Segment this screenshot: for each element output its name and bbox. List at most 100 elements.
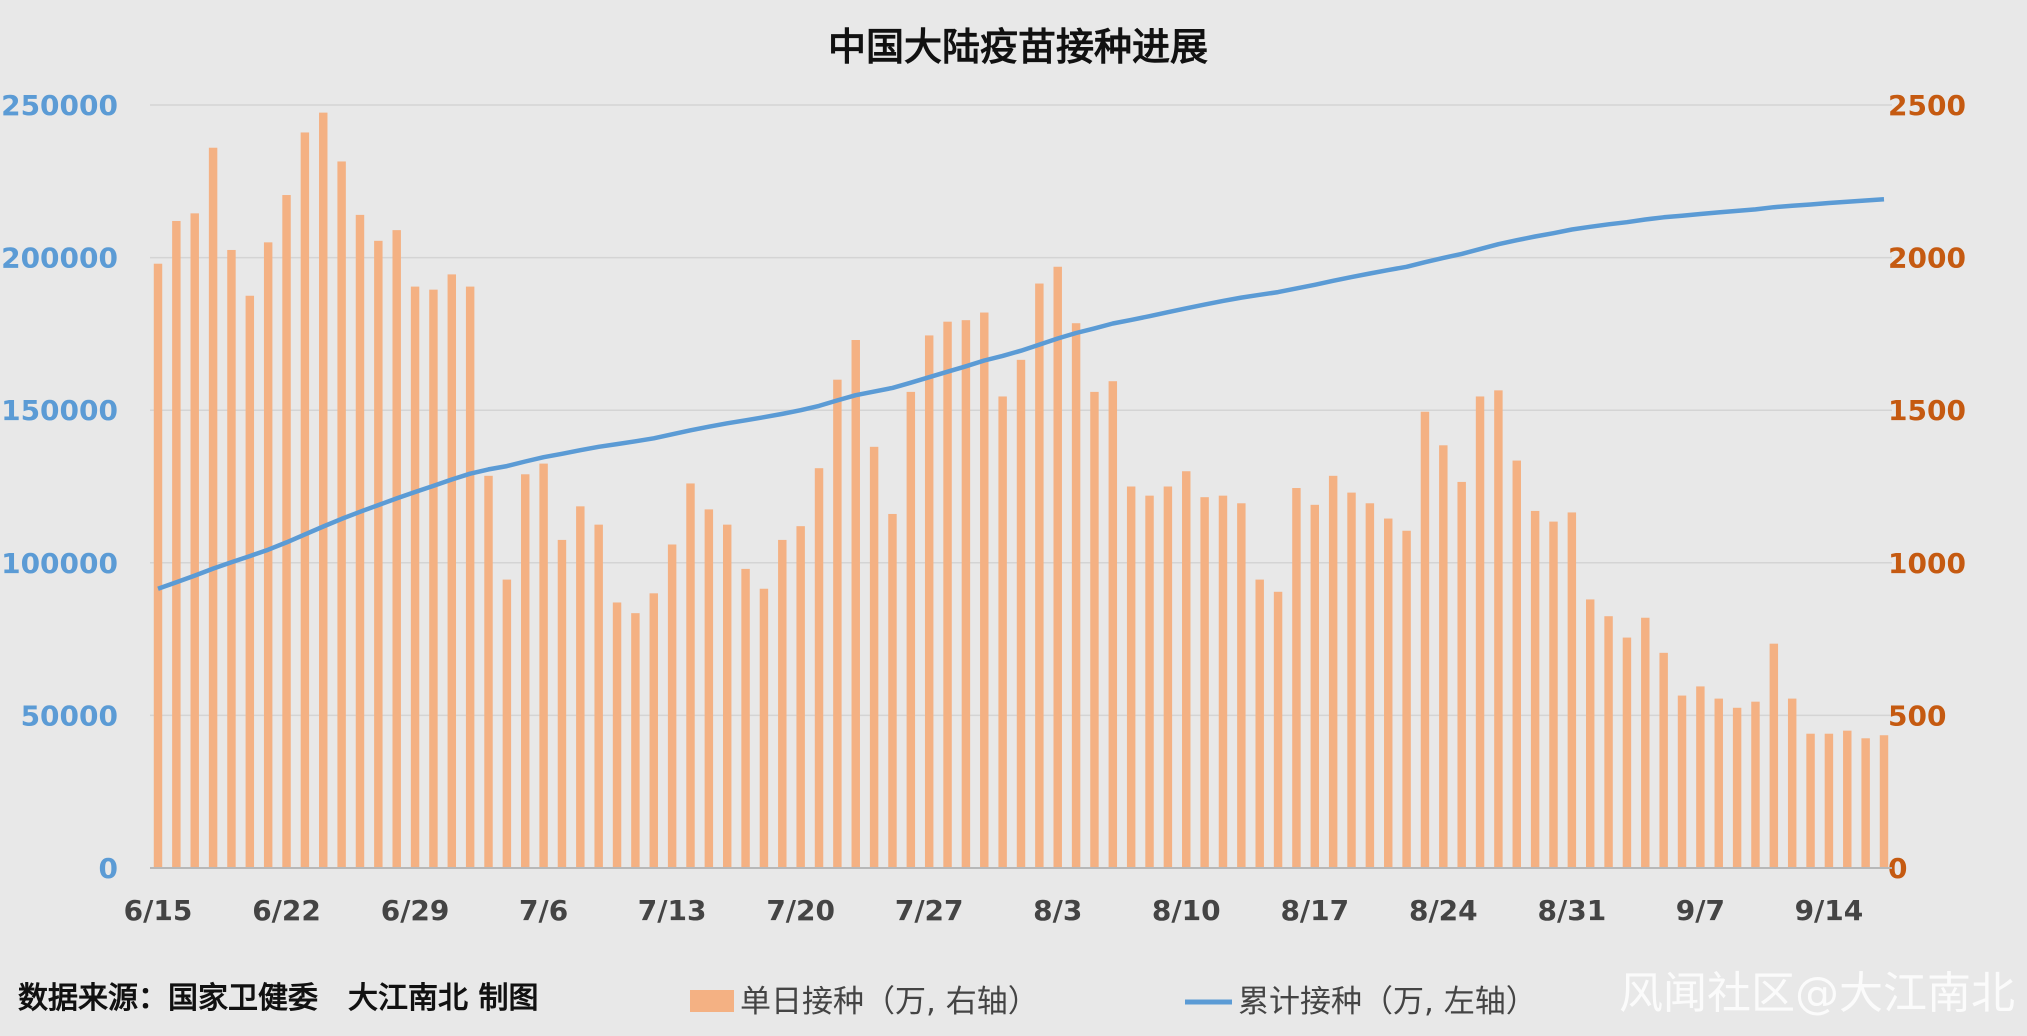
bar — [539, 463, 548, 868]
bar — [355, 214, 365, 868]
bar — [484, 475, 493, 868]
x-tick-label: 7/20 — [766, 894, 835, 927]
bar — [851, 340, 860, 868]
bar — [502, 579, 512, 868]
bar — [1384, 518, 1393, 868]
watermark: 风闻社区@大江南北 — [1619, 968, 2015, 1019]
bar — [594, 524, 603, 868]
bar — [869, 446, 879, 868]
y-right-tick-label: 2000 — [1888, 242, 1966, 275]
x-tick-label: 7/27 — [895, 894, 964, 927]
bar — [1549, 521, 1558, 868]
bar — [465, 286, 475, 868]
bar — [1145, 495, 1154, 868]
bar — [1365, 503, 1375, 868]
bar — [245, 295, 255, 868]
bar — [1512, 460, 1521, 868]
bar — [1843, 730, 1852, 868]
bar — [1071, 323, 1081, 868]
bar — [429, 289, 438, 868]
bar — [447, 274, 457, 868]
bar — [1714, 698, 1723, 868]
bar — [796, 526, 805, 868]
bar — [814, 468, 824, 868]
bar — [1237, 503, 1246, 868]
x-tick-label: 8/17 — [1280, 894, 1349, 927]
bar — [1420, 411, 1430, 868]
legend-label-cumulative: 累计接种（万, 左轴） — [1238, 984, 1537, 1020]
bar — [1108, 381, 1118, 868]
bar — [759, 588, 769, 868]
bar — [1035, 283, 1044, 868]
bar — [1861, 738, 1870, 868]
bar — [961, 320, 971, 868]
bar — [1200, 497, 1209, 868]
bar — [1530, 510, 1540, 868]
bar — [374, 240, 383, 869]
bar — [1255, 579, 1264, 868]
y-left-tick-label: 0 — [99, 852, 118, 885]
bar — [576, 506, 585, 868]
y-left-tick-label: 50000 — [21, 699, 118, 732]
bar — [1787, 698, 1797, 868]
bar — [208, 147, 218, 868]
bar — [337, 161, 346, 868]
x-tick-label: 6/22 — [252, 894, 321, 927]
bar — [172, 220, 181, 868]
bar — [741, 568, 750, 868]
bar — [924, 335, 934, 868]
bar — [1163, 486, 1173, 868]
bar — [1494, 390, 1503, 868]
bar — [1824, 733, 1834, 868]
y-right-tick-label: 1000 — [1888, 547, 1966, 580]
bar — [1053, 266, 1062, 869]
bar — [631, 613, 640, 868]
bar — [300, 132, 310, 868]
x-tick-label: 9/14 — [1795, 894, 1864, 927]
bar — [778, 539, 787, 868]
bar — [1659, 652, 1668, 868]
bar — [1182, 471, 1191, 868]
bar — [1292, 488, 1301, 868]
bar-series-daily — [153, 112, 1889, 869]
bar — [319, 112, 328, 868]
x-tick-label: 8/24 — [1409, 894, 1478, 927]
bar — [227, 249, 236, 869]
bar — [888, 513, 897, 868]
bar — [649, 593, 658, 868]
y-left-tick-label: 250000 — [1, 89, 118, 122]
bar — [521, 474, 530, 868]
bar — [263, 242, 273, 869]
x-tick-label: 8/10 — [1152, 894, 1221, 927]
line-series-cumulative — [157, 197, 1885, 591]
bar — [686, 483, 695, 868]
bar — [1402, 530, 1411, 868]
chart-title: 中国大陆疫苗接种进展 — [828, 25, 1208, 69]
bar — [1090, 391, 1099, 868]
x-tick-label: 8/31 — [1538, 894, 1607, 927]
bar — [282, 195, 291, 868]
axes: 0 50000 100000 150000 200000 250000 0 500 1000 15… — [1, 89, 1966, 927]
y-left-tick-label: 200000 — [1, 242, 118, 275]
x-tick-label: 8/3 — [1033, 894, 1082, 927]
bar — [943, 321, 952, 868]
bar — [1457, 481, 1466, 868]
legend-swatch-daily — [690, 990, 734, 1012]
bar — [1751, 701, 1760, 868]
bar — [1677, 695, 1687, 868]
bar — [1567, 512, 1577, 868]
bar — [1641, 617, 1650, 868]
bar — [1016, 359, 1026, 868]
bar — [980, 312, 989, 868]
bar — [906, 391, 916, 868]
bar — [1310, 504, 1320, 868]
x-tick-label: 6/29 — [381, 894, 450, 927]
bar — [1273, 591, 1283, 868]
bar — [998, 396, 1007, 868]
bar — [1126, 486, 1136, 868]
bar — [190, 213, 199, 868]
bar — [1585, 599, 1595, 868]
bar — [1475, 396, 1485, 868]
y-left-tick-label: 100000 — [1, 547, 118, 580]
